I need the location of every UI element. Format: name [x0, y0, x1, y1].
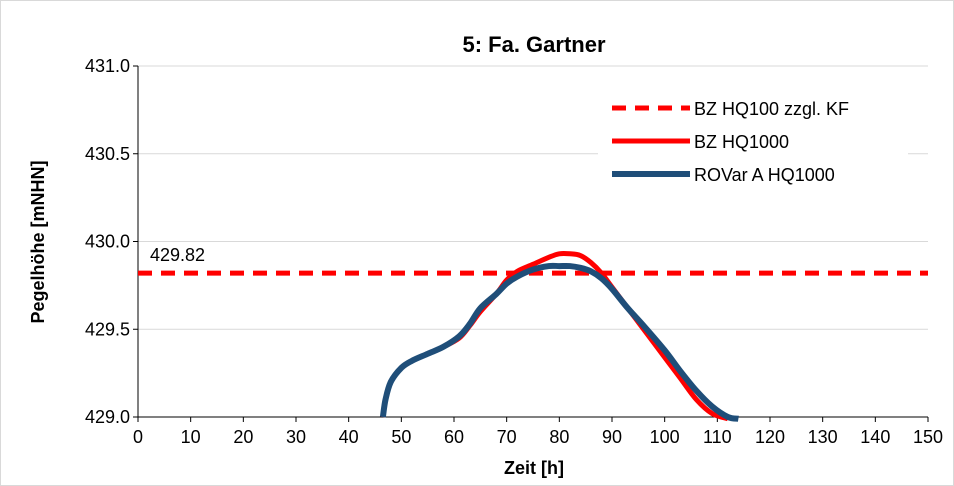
y-axis: 429.0 429.5 430.0 430.5 431.0 — [85, 56, 138, 427]
y-tick-label: 429.5 — [85, 319, 130, 339]
series-layer — [138, 250, 928, 422]
y-tick-label: 430.5 — [85, 144, 130, 164]
x-tick-label: 70 — [497, 427, 517, 447]
chart-title: 5: Fa. Gartner — [462, 32, 605, 57]
x-tick-label: 110 — [703, 427, 732, 447]
x-tick-label: 100 — [650, 427, 680, 447]
x-tick-label: 10 — [181, 427, 201, 447]
legend-label: ROVar A HQ1000 — [694, 165, 835, 185]
legend-label: BZ HQ1000 — [694, 132, 789, 152]
x-tick-label: 130 — [808, 427, 838, 447]
x-tick-label: 90 — [602, 427, 622, 447]
x-tick-label: 80 — [549, 427, 569, 447]
x-axis-label: Zeit [h] — [504, 458, 564, 478]
legend-label: BZ HQ100 zzgl. KF — [694, 99, 849, 119]
x-tick-label: 50 — [391, 427, 411, 447]
x-axis: 0 10 20 30 40 50 60 70 80 90 100 110 120 130 140 150 — [133, 417, 943, 447]
y-axis-label: Pegelhöhe [mNHN] — [28, 160, 48, 323]
x-tick-label: 20 — [233, 427, 253, 447]
x-tick-label: 120 — [755, 427, 785, 447]
x-tick-label: 40 — [339, 427, 359, 447]
y-tick-label: 429.0 — [85, 407, 130, 427]
x-tick-label: 0 — [133, 427, 143, 447]
y-tick-label: 430.0 — [85, 232, 130, 252]
x-tick-label: 150 — [913, 427, 943, 447]
x-tick-label: 60 — [444, 427, 464, 447]
legend: BZ HQ100 zzgl. KF BZ HQ1000 ROVar A HQ1000 — [598, 88, 908, 186]
series-line-rovar-a-hq1000 — [379, 262, 739, 422]
reference-value-label: 429.82 — [150, 245, 205, 265]
legend-background — [598, 88, 908, 186]
y-tick-label: 431.0 — [85, 56, 130, 76]
x-tick-label: 30 — [286, 427, 306, 447]
x-tick-label: 140 — [860, 427, 890, 447]
